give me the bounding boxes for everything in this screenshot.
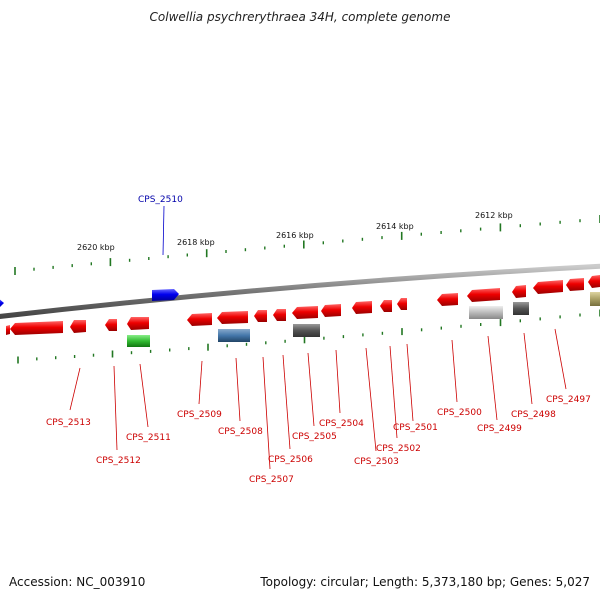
gene-arrow-cps-2513[interactable]	[10, 321, 63, 335]
gene-arrow-cps-2507[interactable]	[254, 310, 267, 322]
gene-arrow-cps-2511[interactable]	[105, 319, 117, 331]
gene-arrow-partial-left-red[interactable]	[6, 325, 10, 335]
gene-arrow-cps-2505[interactable]	[292, 306, 318, 319]
genome-backbone	[0, 263, 600, 319]
map-title: Colwellia psychrerythraea 34H, complete …	[149, 10, 451, 24]
rna-feature-dark[interactable]	[293, 324, 320, 337]
gene-label-cps-2501[interactable]: CPS_2501	[393, 423, 438, 433]
gene-label-cps-2506[interactable]: CPS_2506	[268, 455, 313, 465]
gene-arrow-cps-2498[interactable]	[512, 285, 526, 298]
gene-arrow-cps-2503[interactable]	[352, 301, 372, 314]
gene-label-cps-2503[interactable]: CPS_2503	[354, 457, 399, 467]
gene-arrow-cps-2510[interactable]	[152, 289, 179, 301]
gene-arrow-cps-2512[interactable]	[70, 320, 86, 333]
gene-arrow-cps-2497b[interactable]	[566, 278, 584, 291]
gene-label-cps-2498[interactable]: CPS_2498	[511, 410, 556, 420]
gene-arrow-cps-2501[interactable]	[397, 298, 407, 310]
gene-arrow-cps-2497[interactable]	[533, 280, 563, 294]
gene-arrow-partial-right[interactable]	[588, 275, 600, 288]
gene-arrow-cps-2511b[interactable]	[127, 317, 149, 330]
gene-arrow-cps-2499[interactable]	[467, 288, 500, 302]
scale-label-2612: 2612 kbp	[475, 211, 513, 220]
rna-feature-light[interactable]	[469, 306, 503, 319]
rna-feature-steel[interactable]	[218, 329, 250, 342]
gene-label-cps-2497[interactable]: CPS_2497	[546, 395, 591, 405]
gene-label-cps-2507[interactable]: CPS_2507	[249, 475, 294, 485]
gene-arrow-cps-2502[interactable]	[380, 300, 392, 312]
accession-text: Accession: NC_003910	[9, 575, 146, 589]
scale-label-2616: 2616 kbp	[276, 231, 314, 240]
rna-feature-green[interactable]	[127, 335, 150, 347]
gene-label-cps-2508[interactable]: CPS_2508	[218, 427, 263, 437]
scale-label-2618: 2618 kbp	[177, 238, 215, 247]
gene-arrow-cps-2500[interactable]	[437, 293, 458, 306]
leader-line-cps-2510	[162, 205, 165, 256]
rna-feature-olive[interactable]	[590, 292, 600, 306]
reverse-strand-genes	[6, 275, 600, 347]
gene-label-cps-2504[interactable]: CPS_2504	[319, 419, 364, 429]
gene-label-cps-2502[interactable]: CPS_2502	[376, 444, 421, 454]
gene-label-cps-2512[interactable]: CPS_2512	[96, 456, 141, 466]
gene-arrow-cps-2506[interactable]	[273, 309, 286, 321]
gene-label-cps-2511[interactable]: CPS_2511	[126, 433, 171, 443]
outer-scale-ticks	[14, 215, 600, 275]
gene-label-cps-2500[interactable]: CPS_2500	[437, 408, 482, 418]
gene-label-cps-2510[interactable]: CPS_2510	[138, 195, 183, 205]
genome-summary-text: Topology: circular; Length: 5,373,180 bp…	[260, 575, 590, 589]
gene-label-cps-2509[interactable]: CPS_2509	[177, 410, 222, 420]
gene-label-cps-2499[interactable]: CPS_2499	[477, 424, 522, 434]
gene-arrow-cps-2509[interactable]	[187, 313, 212, 326]
gene-arrow-cps-2504[interactable]	[321, 304, 341, 317]
gene-arrow-cps-2508[interactable]	[217, 311, 248, 324]
gene-label-cps-2505[interactable]: CPS_2505	[292, 432, 337, 442]
scale-label-2620: 2620 kbp	[77, 243, 115, 252]
gene-arrow-partial-left[interactable]	[0, 298, 4, 309]
reverse-leader-lines	[69, 328, 567, 470]
gene-label-cps-2513[interactable]: CPS_2513	[46, 418, 91, 428]
scale-label-2614: 2614 kbp	[376, 222, 414, 231]
rna-feature-dark-2[interactable]	[513, 302, 529, 315]
forward-strand-genes	[0, 289, 179, 309]
inner-scale-ticks	[17, 309, 600, 364]
